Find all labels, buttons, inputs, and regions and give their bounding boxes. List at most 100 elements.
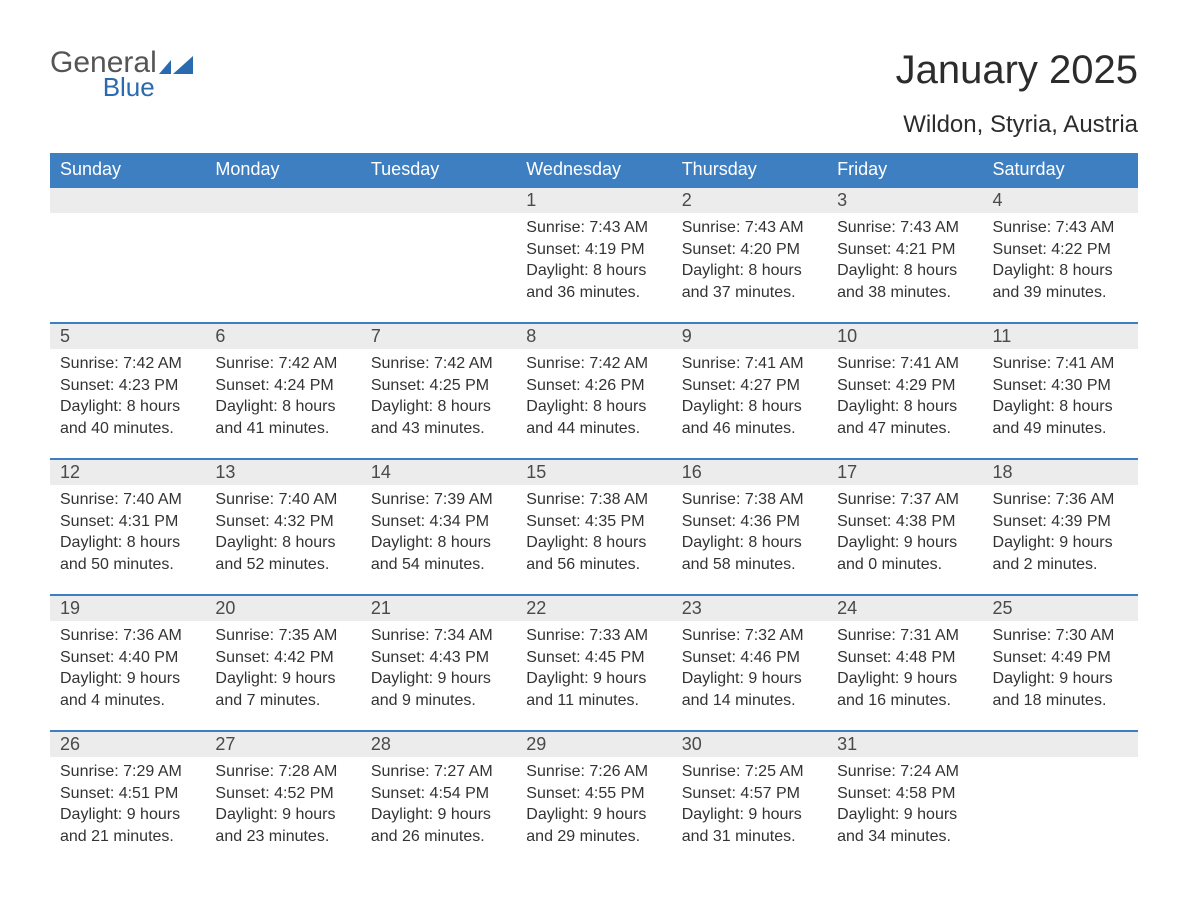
sunrise-text: Sunrise: 7:29 AM [60, 761, 195, 783]
day-number-cell: 13 [205, 459, 360, 485]
day-info-cell: Sunrise: 7:41 AMSunset: 4:29 PMDaylight:… [827, 349, 982, 459]
day-info-cell: Sunrise: 7:42 AMSunset: 4:24 PMDaylight:… [205, 349, 360, 459]
sunset-text: Sunset: 4:57 PM [682, 783, 817, 805]
sunrise-text: Sunrise: 7:28 AM [215, 761, 350, 783]
sunset-text: Sunset: 4:21 PM [837, 239, 972, 261]
day-info-cell: Sunrise: 7:43 AMSunset: 4:19 PMDaylight:… [516, 213, 671, 323]
daylight-text: Daylight: 9 hours and 26 minutes. [371, 804, 506, 847]
daylight-text: Daylight: 8 hours and 47 minutes. [837, 396, 972, 439]
sunset-text: Sunset: 4:36 PM [682, 511, 817, 533]
sunset-text: Sunset: 4:32 PM [215, 511, 350, 533]
day-info-cell: Sunrise: 7:39 AMSunset: 4:34 PMDaylight:… [361, 485, 516, 595]
sunrise-text: Sunrise: 7:41 AM [837, 353, 972, 375]
day-number-cell: 9 [672, 323, 827, 349]
daylight-text: Daylight: 9 hours and 14 minutes. [682, 668, 817, 711]
weekday-header: Friday [827, 153, 982, 187]
daylight-text: Daylight: 9 hours and 29 minutes. [526, 804, 661, 847]
sunset-text: Sunset: 4:29 PM [837, 375, 972, 397]
day-info-cell [983, 757, 1138, 867]
daylight-text: Daylight: 9 hours and 16 minutes. [837, 668, 972, 711]
sunset-text: Sunset: 4:40 PM [60, 647, 195, 669]
sunrise-text: Sunrise: 7:43 AM [526, 217, 661, 239]
sunset-text: Sunset: 4:27 PM [682, 375, 817, 397]
sunrise-text: Sunrise: 7:37 AM [837, 489, 972, 511]
day-info-cell: Sunrise: 7:33 AMSunset: 4:45 PMDaylight:… [516, 621, 671, 731]
day-info-cell: Sunrise: 7:34 AMSunset: 4:43 PMDaylight:… [361, 621, 516, 731]
day-info-cell: Sunrise: 7:31 AMSunset: 4:48 PMDaylight:… [827, 621, 982, 731]
daylight-text: Daylight: 9 hours and 11 minutes. [526, 668, 661, 711]
day-info-cell: Sunrise: 7:38 AMSunset: 4:35 PMDaylight:… [516, 485, 671, 595]
day-number-cell: 4 [983, 187, 1138, 213]
day-info-cell [205, 213, 360, 323]
day-number-row: 567891011 [50, 323, 1138, 349]
daylight-text: Daylight: 8 hours and 43 minutes. [371, 396, 506, 439]
daylight-text: Daylight: 8 hours and 54 minutes. [371, 532, 506, 575]
day-number-cell [205, 187, 360, 213]
sunrise-text: Sunrise: 7:38 AM [682, 489, 817, 511]
sunset-text: Sunset: 4:49 PM [993, 647, 1128, 669]
sunset-text: Sunset: 4:39 PM [993, 511, 1128, 533]
sunset-text: Sunset: 4:54 PM [371, 783, 506, 805]
sunset-text: Sunset: 4:22 PM [993, 239, 1128, 261]
sunset-text: Sunset: 4:24 PM [215, 375, 350, 397]
daylight-text: Daylight: 8 hours and 44 minutes. [526, 396, 661, 439]
day-info-cell: Sunrise: 7:40 AMSunset: 4:31 PMDaylight:… [50, 485, 205, 595]
weekday-header: Tuesday [361, 153, 516, 187]
daylight-text: Daylight: 9 hours and 0 minutes. [837, 532, 972, 575]
day-number-cell: 24 [827, 595, 982, 621]
sunrise-text: Sunrise: 7:42 AM [215, 353, 350, 375]
sunrise-text: Sunrise: 7:27 AM [371, 761, 506, 783]
sunrise-text: Sunrise: 7:43 AM [837, 217, 972, 239]
sunset-text: Sunset: 4:19 PM [526, 239, 661, 261]
sunset-text: Sunset: 4:55 PM [526, 783, 661, 805]
day-info-row: Sunrise: 7:42 AMSunset: 4:23 PMDaylight:… [50, 349, 1138, 459]
weekday-header: Wednesday [516, 153, 671, 187]
sunrise-text: Sunrise: 7:24 AM [837, 761, 972, 783]
header: General Blue January 2025 Wildon, Styria… [50, 48, 1138, 147]
daylight-text: Daylight: 8 hours and 50 minutes. [60, 532, 195, 575]
sunrise-text: Sunrise: 7:42 AM [526, 353, 661, 375]
sunset-text: Sunset: 4:25 PM [371, 375, 506, 397]
daylight-text: Daylight: 8 hours and 52 minutes. [215, 532, 350, 575]
sunrise-text: Sunrise: 7:30 AM [993, 625, 1128, 647]
day-info-cell: Sunrise: 7:42 AMSunset: 4:23 PMDaylight:… [50, 349, 205, 459]
day-info-cell [50, 213, 205, 323]
daylight-text: Daylight: 8 hours and 46 minutes. [682, 396, 817, 439]
daylight-text: Daylight: 9 hours and 9 minutes. [371, 668, 506, 711]
weekday-header: Monday [205, 153, 360, 187]
day-number-cell [361, 187, 516, 213]
weekday-header: Thursday [672, 153, 827, 187]
day-number-cell: 20 [205, 595, 360, 621]
day-number-cell: 15 [516, 459, 671, 485]
daylight-text: Daylight: 8 hours and 40 minutes. [60, 396, 195, 439]
day-number-cell: 22 [516, 595, 671, 621]
daylight-text: Daylight: 9 hours and 23 minutes. [215, 804, 350, 847]
daylight-text: Daylight: 8 hours and 39 minutes. [993, 260, 1128, 303]
day-number-cell: 14 [361, 459, 516, 485]
day-number-cell: 8 [516, 323, 671, 349]
sunrise-text: Sunrise: 7:26 AM [526, 761, 661, 783]
sunrise-text: Sunrise: 7:35 AM [215, 625, 350, 647]
daylight-text: Daylight: 9 hours and 34 minutes. [837, 804, 972, 847]
day-info-cell: Sunrise: 7:25 AMSunset: 4:57 PMDaylight:… [672, 757, 827, 867]
day-number-cell: 7 [361, 323, 516, 349]
brand-flag-icon [159, 56, 193, 78]
day-number-cell: 29 [516, 731, 671, 757]
day-info-cell [361, 213, 516, 323]
day-number-cell: 19 [50, 595, 205, 621]
day-number-cell: 21 [361, 595, 516, 621]
day-info-cell: Sunrise: 7:24 AMSunset: 4:58 PMDaylight:… [827, 757, 982, 867]
day-info-cell: Sunrise: 7:32 AMSunset: 4:46 PMDaylight:… [672, 621, 827, 731]
day-info-cell: Sunrise: 7:41 AMSunset: 4:27 PMDaylight:… [672, 349, 827, 459]
sunrise-text: Sunrise: 7:40 AM [215, 489, 350, 511]
day-number-cell: 31 [827, 731, 982, 757]
day-info-cell: Sunrise: 7:29 AMSunset: 4:51 PMDaylight:… [50, 757, 205, 867]
day-number-cell: 28 [361, 731, 516, 757]
day-info-cell: Sunrise: 7:37 AMSunset: 4:38 PMDaylight:… [827, 485, 982, 595]
sunrise-text: Sunrise: 7:34 AM [371, 625, 506, 647]
sunset-text: Sunset: 4:51 PM [60, 783, 195, 805]
day-info-cell: Sunrise: 7:35 AMSunset: 4:42 PMDaylight:… [205, 621, 360, 731]
day-info-cell: Sunrise: 7:38 AMSunset: 4:36 PMDaylight:… [672, 485, 827, 595]
day-info-cell: Sunrise: 7:36 AMSunset: 4:39 PMDaylight:… [983, 485, 1138, 595]
sunrise-text: Sunrise: 7:36 AM [60, 625, 195, 647]
